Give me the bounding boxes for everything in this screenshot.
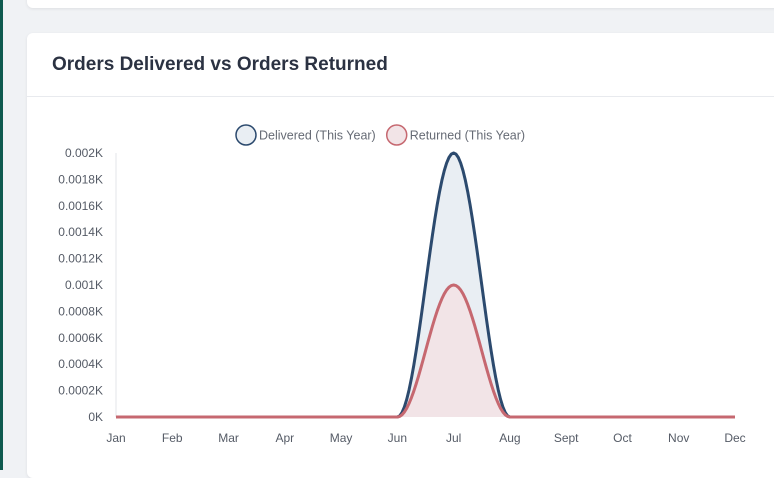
- x-tick-label: Jun: [388, 431, 407, 445]
- x-tick-label: May: [330, 431, 353, 445]
- legend-label-0[interactable]: Delivered (This Year): [259, 129, 376, 143]
- x-tick-label: Feb: [162, 431, 183, 445]
- legend-marker-0: [235, 124, 257, 146]
- y-tick-label: 0.0018K: [58, 172, 103, 186]
- x-axis: Jan Feb Mar Apr May Jun Jul Aug Sept Oct Nov Dec: [106, 431, 745, 445]
- card-header: Orders Delivered vs Orders Returned: [27, 33, 774, 97]
- x-tick-label: Jan: [106, 431, 125, 445]
- y-tick-label: 0.0002K: [58, 384, 103, 398]
- y-tick-label: 0.002K: [65, 146, 103, 160]
- x-tick-label: Jul: [446, 431, 461, 445]
- x-tick-label: Sept: [554, 431, 579, 445]
- x-tick-label: Oct: [613, 431, 632, 445]
- chart-card: Orders Delivered vs Orders Returned: [27, 33, 774, 478]
- y-tick-label: 0.0006K: [58, 331, 103, 345]
- legend: Delivered (This Year) Returned (This Year…: [235, 124, 525, 146]
- x-tick-label: Aug: [499, 431, 520, 445]
- x-tick-label: Mar: [218, 431, 239, 445]
- legend-label-1[interactable]: Returned (This Year): [410, 129, 525, 143]
- y-tick-label: 0.0016K: [58, 199, 103, 213]
- left-accent-bar: [0, 0, 3, 470]
- y-tick-label: 0.001K: [65, 278, 103, 292]
- plot-area: [116, 151, 735, 419]
- y-tick-label: 0.0014K: [58, 225, 103, 239]
- y-axis: 0K 0.0002K 0.0004K 0.0006K 0.0008K 0.001K 0.00…: [58, 146, 117, 424]
- x-tick-label: Apr: [275, 431, 294, 445]
- y-tick-label: 0.0012K: [58, 252, 103, 266]
- card-title: Orders Delivered vs Orders Returned: [52, 54, 388, 75]
- y-tick-label: 0.0008K: [58, 304, 103, 318]
- x-tick-label: Dec: [724, 431, 745, 445]
- series-line-1: [116, 283, 735, 419]
- legend-marker-1: [385, 124, 408, 146]
- y-tick-label: 0K: [88, 410, 103, 424]
- previous-card-edge: [27, 0, 774, 8]
- y-tick-label: 0.0004K: [58, 357, 103, 371]
- x-tick-label: Nov: [668, 431, 689, 445]
